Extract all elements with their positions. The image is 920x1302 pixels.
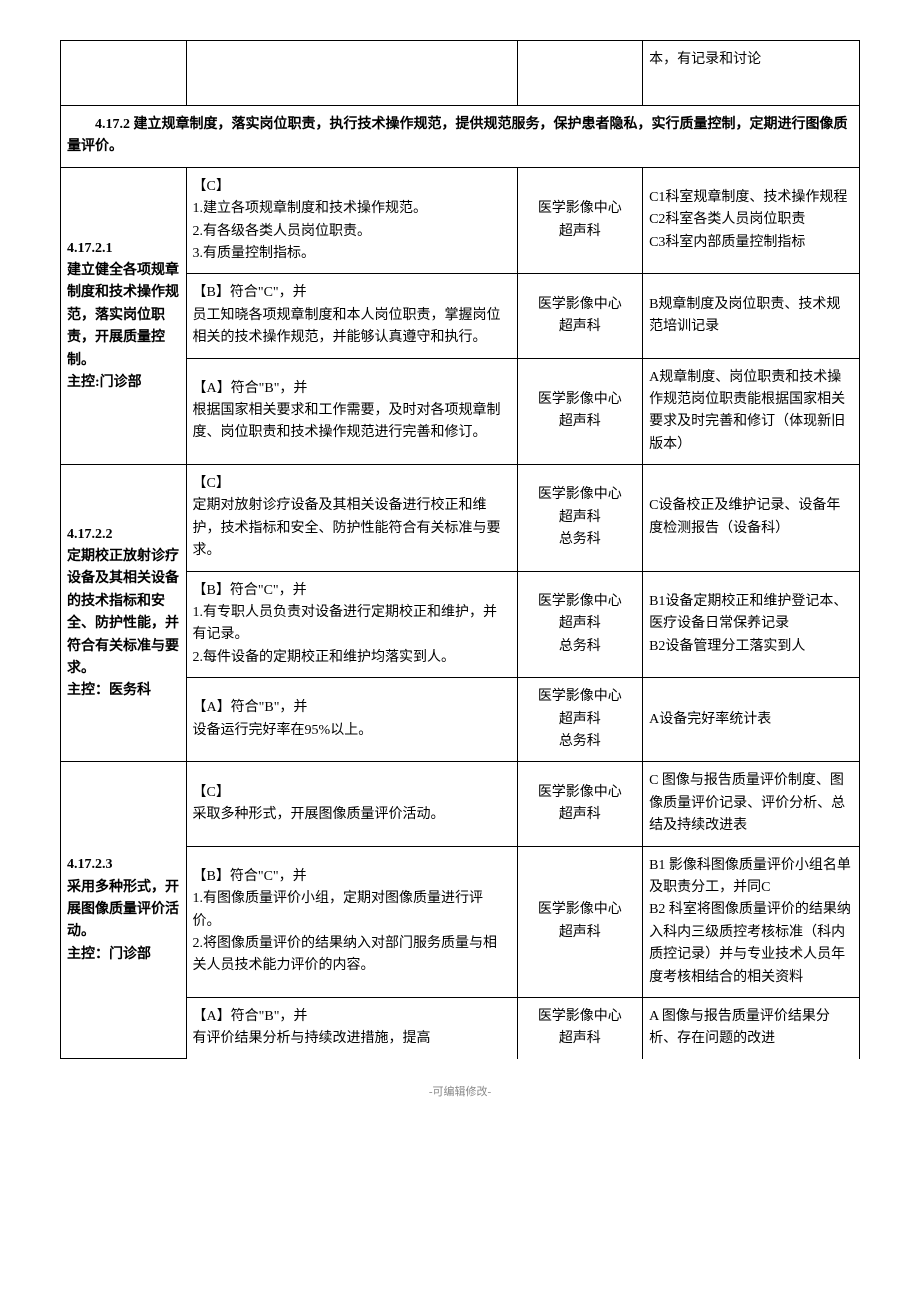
section-header: 4.17.2 建立规章制度，落实岗位职责，执行技术操作规范，提供规范服务，保护患… [61,106,860,168]
dept-cell: 医学影像中心 超声科 [517,762,643,846]
table-row: 4.17.2.2 定期校正放射诊疗设备及其相关设备的技术指标和安全、防护性能，并… [61,465,860,572]
page-footer: -可编辑修改- [60,1083,860,1099]
dept-cell: 医学影像中心 超声科 [517,846,643,997]
dept-cell: 医学影像中心 超声科 总务科 [517,571,643,678]
evidence-cell: B规章制度及岗位职责、技术规范培训记录 [643,274,860,358]
evidence-cell: A 图像与报告质量评价结果分析、存在问题的改进 [643,997,860,1058]
criteria-cell: 【C】 采取多种形式，开展图像质量评价活动。 [186,762,517,846]
evidence-cell: B1 影像科图像质量评价小组名单及职责分工，并同C B2 科室将图像质量评价的结… [643,846,860,997]
standards-table: 本，有记录和讨论 4.17.2 建立规章制度，落实岗位职责，执行技术操作规范，提… [60,40,860,1059]
dept-cell: 医学影像中心 超声科 [517,167,643,274]
cell-text: 本，有记录和讨论 [643,41,860,106]
evidence-cell: C1科室规章制度、技术操作规程 C2科室各类人员岗位职责 C3科室内部质量控制指… [643,167,860,274]
evidence-cell: C 图像与报告质量评价制度、图像质量评价记录、评价分析、总结及持续改进表 [643,762,860,846]
table-row: 本，有记录和讨论 [61,41,860,106]
cell-empty [517,41,643,106]
criteria-cell: 【B】符合"C"，并 员工知晓各项规章制度和本人岗位职责，掌握岗位相关的技术操作… [186,274,517,358]
criteria-cell: 【C】 1.建立各项规章制度和技术操作规范。 2.有各级各类人员岗位职责。 3.… [186,167,517,274]
criteria-cell: 【B】符合"C"，并 1.有专职人员负责对设备进行定期校正和维护，并有记录。 2… [186,571,517,678]
dept-cell: 医学影像中心 超声科 [517,997,643,1058]
cell-empty [186,41,517,106]
criteria-cell: 【A】符合"B"，并 有评价结果分析与持续改进措施，提高 [186,997,517,1058]
criteria-cell: 【B】符合"C"，并 1.有图像质量评价小组，定期对图像质量进行评价。 2.将图… [186,846,517,997]
table-row: 4.17.2.1 建立健全各项规章制度和技术操作规范，落实岗位职责，开展质量控制… [61,167,860,274]
dept-cell: 医学影像中心 超声科 [517,274,643,358]
evidence-cell: C设备校正及维护记录、设备年度检测报告（设备科） [643,465,860,572]
cell-empty [61,41,187,106]
criteria-cell: 【A】符合"B"，并 设备运行完好率在95%以上。 [186,678,517,762]
criteria-cell: 【A】符合"B"，并 根据国家相关要求和工作需要，及时对各项规章制度、岗位职责和… [186,358,517,465]
clause-label: 4.17.2.3 采用多种形式，开展图像质量评价活动。 主控：门诊部 [61,762,187,1059]
clause-label: 4.17.2.1 建立健全各项规章制度和技术操作规范，落实岗位职责，开展质量控制… [61,167,187,464]
clause-label: 4.17.2.2 定期校正放射诊疗设备及其相关设备的技术指标和安全、防护性能，并… [61,465,187,762]
document-page: 本，有记录和讨论 4.17.2 建立规章制度，落实岗位职责，执行技术操作规范，提… [60,40,860,1099]
section-header-row: 4.17.2 建立规章制度，落实岗位职责，执行技术操作规范，提供规范服务，保护患… [61,106,860,168]
evidence-cell: A设备完好率统计表 [643,678,860,762]
table-row: 4.17.2.3 采用多种形式，开展图像质量评价活动。 主控：门诊部 【C】 采… [61,762,860,846]
criteria-cell: 【C】 定期对放射诊疗设备及其相关设备进行校正和维护，技术指标和安全、防护性能符… [186,465,517,572]
evidence-cell: B1设备定期校正和维护登记本、医疗设备日常保养记录 B2设备管理分工落实到人 [643,571,860,678]
evidence-cell: A规章制度、岗位职责和技术操作规范岗位职责能根据国家相关要求及时完善和修订（体现… [643,358,860,465]
dept-cell: 医学影像中心 超声科 总务科 [517,678,643,762]
dept-cell: 医学影像中心 超声科 总务科 [517,465,643,572]
dept-cell: 医学影像中心 超声科 [517,358,643,465]
